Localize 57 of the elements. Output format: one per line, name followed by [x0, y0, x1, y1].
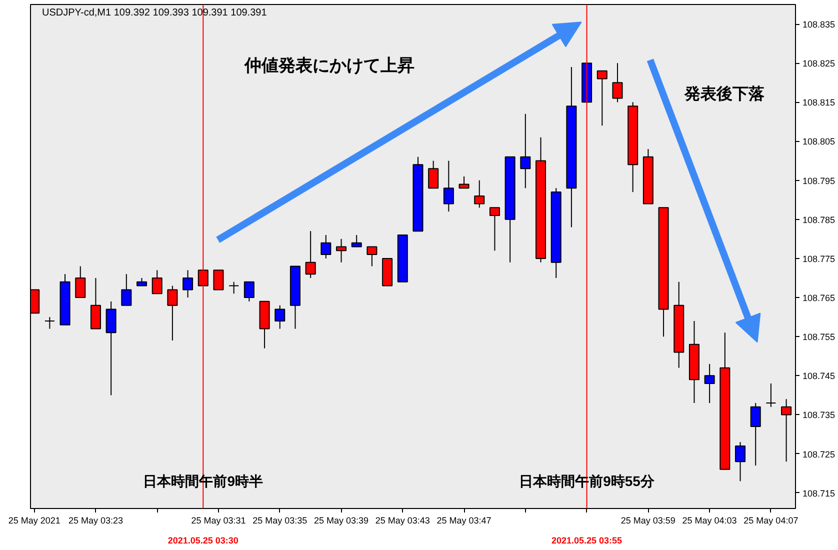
candlestick [781, 398, 792, 462]
y-tick-label: 108.715 [802, 488, 836, 498]
candlestick [520, 113, 531, 189]
candlestick [213, 270, 224, 290]
candlestick [428, 160, 439, 189]
candlestick [351, 234, 362, 248]
x-tick-label: 25 May 03:43 [375, 516, 430, 526]
y-tick-label: 108.825 [802, 58, 836, 69]
x-tick-label: 25 May 03:39 [314, 516, 369, 526]
candlestick [106, 300, 116, 396]
candlestick [704, 363, 715, 404]
candlestick [443, 160, 454, 212]
candlestick [305, 230, 316, 278]
candlestick [734, 442, 746, 482]
annotation: 仲値発表にかけて上昇 [244, 56, 415, 76]
candlestick [274, 304, 286, 330]
y-tick-label: 108.835 [802, 20, 836, 30]
candlestick [121, 274, 132, 306]
x-tick-label: 25 May 03:47 [436, 516, 492, 526]
candlestick [44, 316, 55, 330]
y-tick-label: 108.775 [802, 254, 836, 264]
y-tick-label: 108.795 [802, 176, 836, 186]
candlestick [320, 234, 332, 259]
candlestick [489, 207, 500, 252]
candlestick [336, 238, 347, 263]
candlestick [612, 62, 623, 103]
candlestick [182, 270, 194, 298]
x-tick-label: 25 May 04:03 [682, 516, 737, 526]
candlestick [474, 180, 485, 208]
candlestick [366, 246, 378, 267]
y-tick-label: 108.765 [802, 293, 836, 304]
candlestick [90, 277, 101, 330]
candlestick [152, 270, 162, 294]
candlestick [228, 281, 240, 294]
y-tick-label: 108.745 [802, 371, 836, 382]
y-tick-label: 108.725 [802, 449, 836, 460]
y-tick-label: 108.735 [802, 410, 836, 420]
candlestick [167, 285, 178, 341]
x-tick-label: 25 May 03:23 [68, 516, 123, 526]
x-tick-label: 25 May 03:59 [620, 516, 676, 526]
candlestick [596, 70, 608, 126]
x-tick-label: 25 May 03:35 [252, 516, 308, 526]
x-tick-label: 25 May 2021 [8, 516, 60, 526]
y-tick-label: 108.755 [802, 332, 836, 342]
x-tick-label: 25 May 04:07 [744, 516, 798, 526]
ref-line-label: 2021.05.25 03:30 [168, 536, 238, 546]
candlestick [75, 266, 86, 298]
x-tick-label: 25 May 03:31 [191, 516, 246, 526]
ref-line-label: 2021.05.25 03:55 [552, 536, 622, 546]
y-tick-label: 108.815 [802, 98, 836, 108]
candlestick [750, 402, 761, 466]
candlestick [766, 382, 776, 408]
annotation: 発表後下落 [684, 84, 765, 103]
candlestick [244, 281, 254, 302]
candlestick [458, 176, 470, 189]
y-tick-label: 108.805 [802, 136, 836, 147]
y-tick-label: 108.785 [802, 214, 836, 225]
